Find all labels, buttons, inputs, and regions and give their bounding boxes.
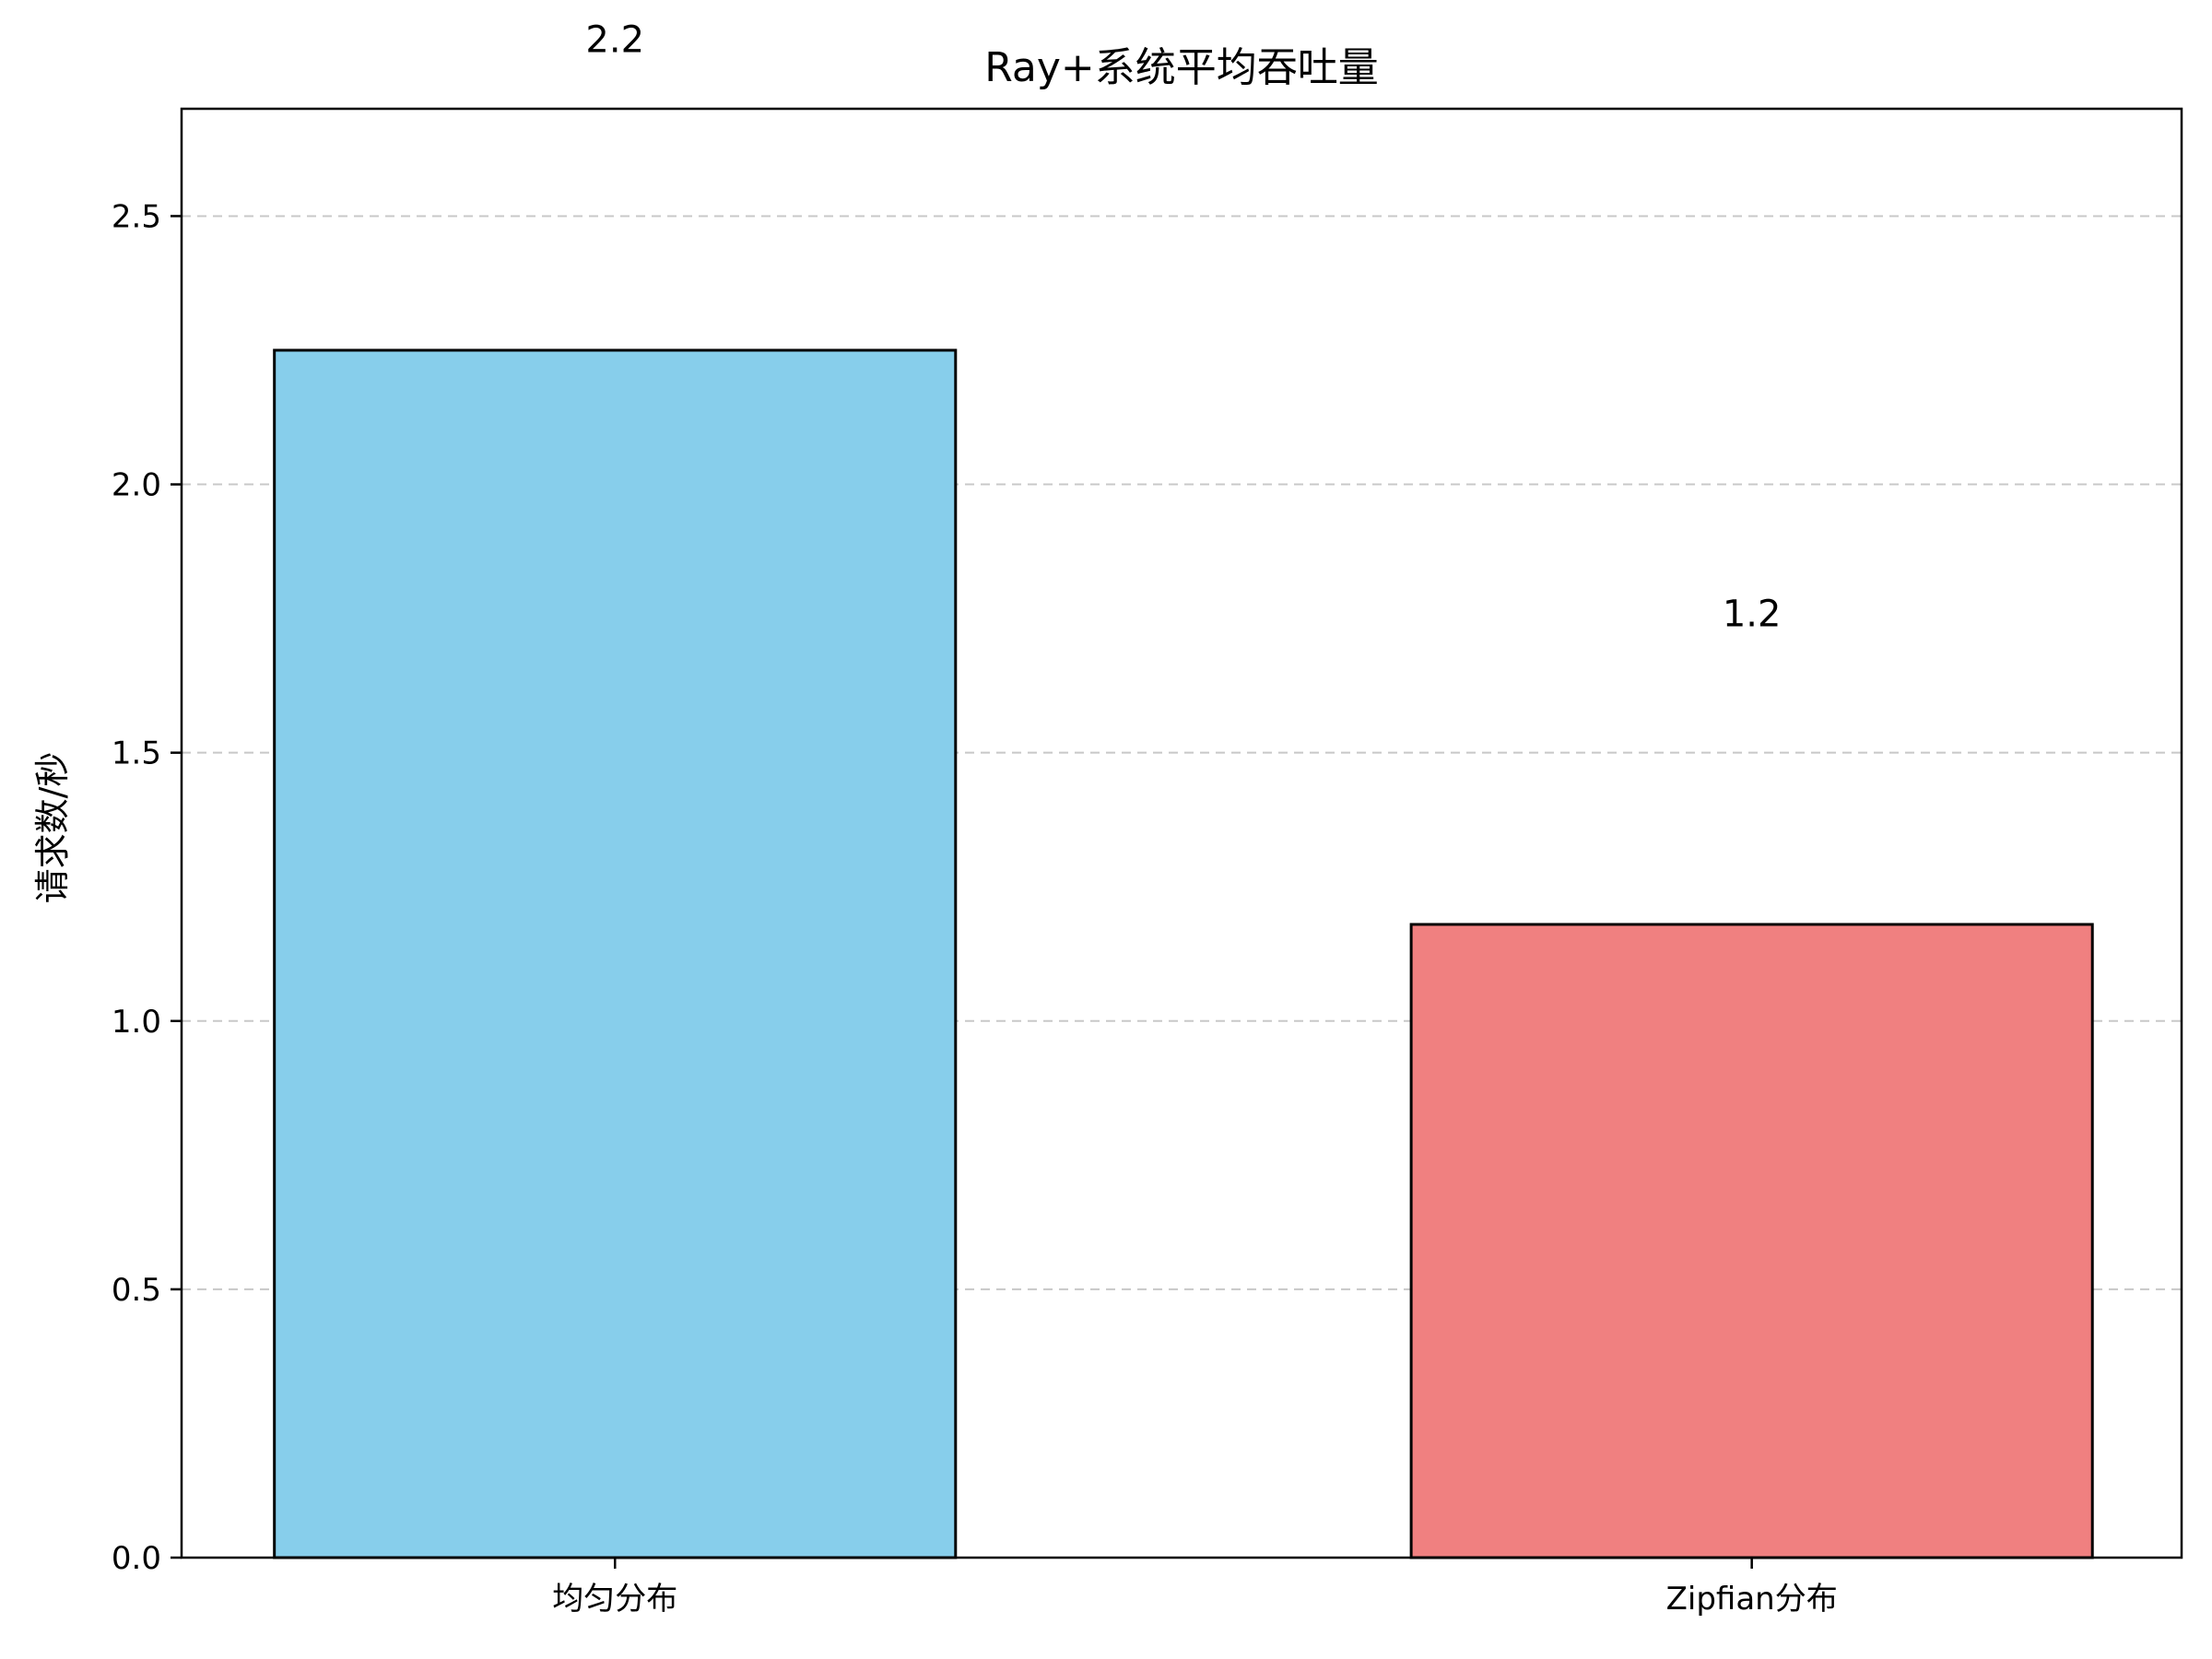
y-axis-label: 请求数/秒 [32,752,73,904]
chart-title: Ray+系统平均吞吐量 [984,44,1378,91]
bars [273,348,2094,1559]
value-labels: 2.2 1.2 [585,18,1781,635]
axis-ticks: 0.0 0.5 1.0 1.5 2.0 2.5 均匀分布 Zipfian分布 [112,198,1838,1618]
y-tick-label: 2.0 [112,467,161,504]
y-tick-label: 1.0 [112,1004,161,1041]
y-tick-label: 0.5 [112,1272,161,1309]
x-tick-label: Zipfian分布 [1666,1581,1838,1618]
y-tick-label: 1.5 [112,735,161,772]
y-tick-label: 2.5 [112,198,161,235]
bar-2 [1409,923,2094,1559]
bar-1 [273,348,958,1559]
x-tick-label: 均匀分布 [552,1581,677,1618]
bar-value-label: 2.2 [585,18,644,61]
bar-value-label: 1.2 [1723,593,1782,635]
plot-frame [180,107,2183,1559]
y-tick-label: 0.0 [112,1540,161,1577]
